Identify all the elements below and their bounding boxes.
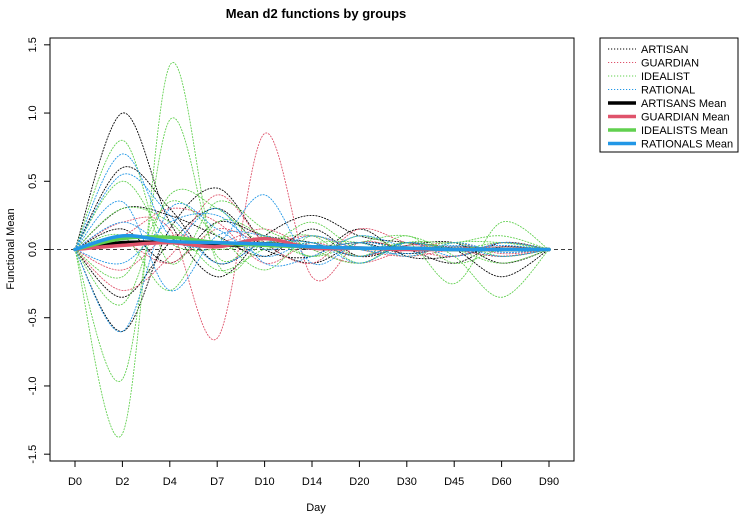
x-tick-label: D4: [163, 476, 177, 488]
y-tick-label: 0.0: [27, 242, 39, 257]
individual-line-idealist-16: [74, 200, 550, 279]
individual-line-artisan-0: [74, 112, 550, 278]
x-tick-label: D30: [397, 476, 417, 488]
individual-line-idealist-17: [74, 219, 550, 291]
y-tick-label: 1.5: [27, 37, 39, 52]
individual-line-rational-20: [74, 202, 550, 332]
x-axis-title: Day: [306, 502, 326, 514]
mean-line-rationals-mean-28: [73, 233, 551, 252]
legend-label: GUARDIAN Mean: [641, 112, 730, 124]
legend-label: IDEALIST: [641, 71, 690, 83]
individual-line-artisan-1: [74, 187, 550, 332]
x-tick-label: D7: [210, 476, 224, 488]
legend-label: ARTISAN: [641, 44, 689, 56]
legend-label: GUARDIAN: [641, 58, 699, 70]
chart-title: Mean d2 functions by groups: [226, 6, 407, 21]
y-tick-label: -1.0: [27, 376, 39, 395]
legend-label: ARTISANS Mean: [641, 98, 726, 110]
y-tick-label: -0.5: [27, 308, 39, 327]
y-axis-title: Functional Mean: [5, 208, 17, 289]
y-axis: -1.5 -1.0 -0.5 0.0 0.5 1.0 1.5: [27, 37, 50, 464]
x-tick-label: D60: [492, 476, 512, 488]
x-axis: D0 D2 D4 D7 D10 D14 D20 D30 D45 D60 D90: [68, 461, 559, 488]
x-tick-label: D2: [115, 476, 129, 488]
x-tick-label: D90: [539, 476, 559, 488]
x-tick-label: D20: [349, 476, 369, 488]
y-tick-label: 0.5: [27, 174, 39, 189]
x-tick-label: D10: [255, 476, 275, 488]
individual-line-artisan-5: [74, 166, 550, 265]
legend-label: RATIONAL: [641, 85, 695, 97]
x-tick-label: D0: [68, 476, 82, 488]
individual-series-group: [74, 62, 550, 438]
individual-line-idealist-11: [74, 62, 550, 438]
individual-line-idealist-14: [74, 188, 550, 306]
y-tick-label: -1.5: [27, 445, 39, 464]
individual-line-artisan-2: [74, 206, 550, 264]
legend-label: IDEALISTS Mean: [641, 125, 728, 137]
y-tick-label: 1.0: [27, 105, 39, 120]
x-tick-label: D45: [444, 476, 464, 488]
legend-box: [599, 37, 739, 153]
legend-label: RATIONALS Mean: [641, 139, 733, 151]
x-tick-label: D14: [302, 476, 322, 488]
mean-series-group: [73, 233, 551, 252]
